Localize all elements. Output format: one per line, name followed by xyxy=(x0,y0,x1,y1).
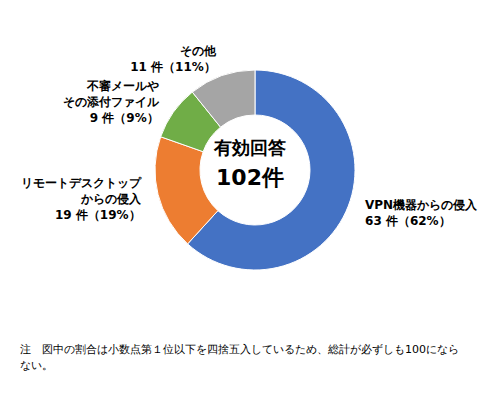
svg-text:VPN機器からの侵入63 件（62%）: VPN機器からの侵入63 件（62%） xyxy=(365,198,478,228)
html-text:102件: 102件 xyxy=(216,165,284,190)
svg-text:リモートデスクトップからの侵入19 件（19%）: リモートデスクトップからの侵入19 件（19%） xyxy=(21,176,142,222)
html-text:注 図中の割合は小数点第１位以下を四捨五入しているため、総計: 注 図中の割合は小数点第１位以下を四捨五入しているため、総計が必ずしも100にな… xyxy=(20,343,459,372)
svg-text:その他11 件（11%）: その他11 件（11%） xyxy=(130,44,217,74)
html-text:有効回答: 有効回答 xyxy=(214,137,286,158)
svg-text:不審メールやその添付ファイル9 件（9%）: 不審メールやその添付ファイル9 件（9%） xyxy=(63,79,160,125)
